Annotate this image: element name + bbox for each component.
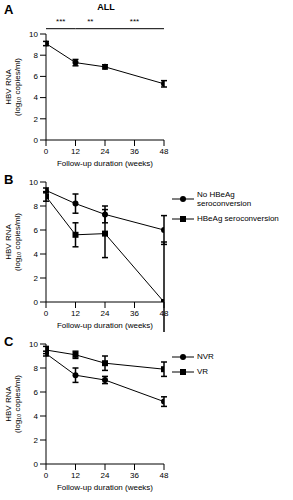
svg-text:2: 2 [34, 115, 39, 124]
html-text:No HBeAg seroconversion: No HBeAg seroconversion [197, 190, 252, 208]
svg-text:4: 4 [34, 93, 39, 102]
svg-text:12: 12 [71, 309, 80, 318]
svg-text:***: *** [130, 17, 139, 26]
svg-text:6: 6 [34, 72, 39, 81]
svg-text:36: 36 [130, 147, 139, 156]
html-text:NVR: NVR [197, 352, 214, 361]
svg-text:8: 8 [34, 202, 39, 211]
svg-text:Follow-up duration (weeks): Follow-up duration (weeks) [57, 483, 153, 492]
svg-text:12: 12 [71, 147, 80, 156]
svg-text:HBV RNA(log₁₀ copies/ml): HBV RNA(log₁₀ copies/ml) [4, 58, 22, 116]
svg-text:2: 2 [34, 274, 39, 283]
svg-text:48: 48 [160, 309, 169, 318]
svg-text:24: 24 [101, 471, 110, 480]
svg-text:48: 48 [160, 147, 169, 156]
svg-text:Follow-up duration (weeks): Follow-up duration (weeks) [57, 321, 153, 330]
html-text:B: B [4, 172, 14, 187]
svg-text:0: 0 [44, 471, 49, 480]
svg-text:0: 0 [34, 298, 39, 307]
svg-text:HBV RNA(log₁₀ copies/ml): HBV RNA(log₁₀ copies/ml) [4, 375, 22, 433]
svg-text:6: 6 [34, 388, 39, 397]
svg-text:0: 0 [34, 460, 39, 469]
svg-text:8: 8 [34, 364, 39, 373]
svg-text:24: 24 [101, 147, 110, 156]
html-text:VR: VR [197, 367, 209, 376]
svg-text:10: 10 [29, 30, 38, 39]
svg-text:8: 8 [34, 51, 39, 60]
svg-text:Follow-up duration (weeks): Follow-up duration (weeks) [57, 159, 153, 168]
svg-text:***: *** [56, 17, 65, 26]
svg-text:**: ** [87, 17, 93, 26]
html-text:ALL: ALL [97, 2, 115, 12]
svg-text:0: 0 [34, 136, 39, 145]
svg-text:10: 10 [29, 340, 38, 349]
svg-text:HBV RNA(log₁₀ copies/ml): HBV RNA(log₁₀ copies/ml) [4, 213, 22, 271]
svg-text:24: 24 [101, 309, 110, 318]
html-text:HBeAg seroconversion: HBeAg seroconversion [197, 214, 279, 223]
svg-text:0: 0 [44, 309, 49, 318]
html-text:C: C [4, 334, 14, 349]
svg-text:6: 6 [34, 226, 39, 235]
svg-text:0: 0 [44, 147, 49, 156]
svg-text:12: 12 [71, 471, 80, 480]
svg-text:2: 2 [34, 436, 39, 445]
svg-text:4: 4 [34, 250, 39, 259]
svg-text:48: 48 [160, 471, 169, 480]
svg-text:36: 36 [130, 471, 139, 480]
html-text:A: A [4, 2, 14, 17]
svg-text:36: 36 [130, 309, 139, 318]
svg-text:10: 10 [29, 178, 38, 187]
svg-text:4: 4 [34, 412, 39, 421]
